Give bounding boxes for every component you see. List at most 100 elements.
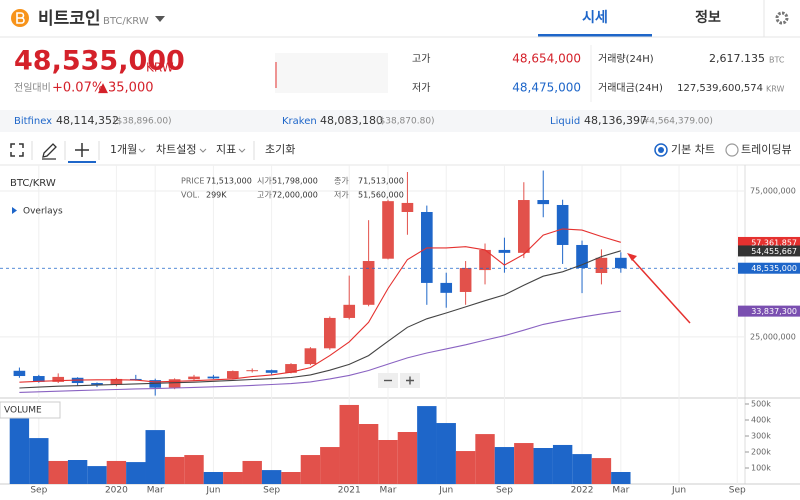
toolbar-item[interactable]: 초기화	[265, 143, 295, 156]
legend-label: 시가	[257, 177, 272, 186]
volume-bar	[591, 458, 612, 484]
exchange-price: 48,136,397	[584, 114, 647, 127]
x-tick-label: Mar	[147, 486, 164, 496]
exchange-name: Liquid	[550, 116, 580, 127]
volume-bar	[87, 466, 107, 484]
exchange-foreign: ($38,870.80)	[376, 117, 435, 127]
volume-bar	[455, 451, 476, 484]
overlays-arrow[interactable]	[12, 207, 17, 214]
ma-line	[19, 250, 621, 389]
last-price: 48,535,000	[14, 46, 185, 77]
x-tick-label: Jun	[671, 486, 686, 496]
legend-value: 51,560,000	[358, 191, 404, 200]
price-tag-label: 54,455,667	[751, 247, 797, 256]
exchange-price: 48,114,352	[56, 114, 119, 127]
candle-body	[246, 370, 259, 372]
coin-name: 비트코인	[38, 9, 101, 29]
coin-pair: BTC/KRW	[103, 16, 149, 27]
stat-value: 2,617.135	[709, 52, 765, 65]
volume-title-box	[0, 401, 61, 419]
candle-body	[129, 378, 142, 380]
volume-bar	[164, 456, 185, 484]
candle-body	[362, 261, 375, 305]
radio[interactable]	[725, 143, 739, 157]
change-abs: ▲35,000	[98, 81, 154, 96]
volume-bar	[9, 408, 30, 484]
price-tag-label: 57,361,857	[751, 238, 797, 247]
exchange-bar	[0, 110, 800, 132]
candle-body	[149, 380, 162, 388]
mode-label[interactable]: 트레이딩뷰	[741, 143, 792, 156]
fullscreen-icon[interactable]	[10, 143, 24, 157]
zoom-in-icon	[406, 376, 414, 385]
toolbar-item[interactable]: 1개월	[110, 143, 137, 156]
legend-label: VOL.	[181, 191, 200, 200]
candle-body	[595, 257, 608, 273]
radio[interactable]	[654, 143, 668, 157]
candle-body	[226, 371, 239, 379]
price-tag-label: 48,535,000	[751, 264, 797, 273]
dropdown-arrow[interactable]	[155, 16, 165, 22]
candle-body	[13, 370, 26, 377]
tab[interactable]: 정보	[695, 9, 721, 26]
volume-bar	[339, 404, 359, 484]
volume-bar	[203, 472, 224, 484]
volume-bar	[261, 470, 282, 484]
radio-dot	[658, 147, 664, 153]
stat-label: 거래대금(24H)	[598, 82, 663, 94]
active-tool	[68, 161, 96, 163]
exchange-name: Kraken	[282, 116, 317, 127]
stat-unit: KRW	[766, 85, 784, 94]
volume-bar	[358, 424, 379, 484]
x-tick-label: 2022	[571, 486, 594, 496]
legend-value: 51,798,000	[272, 177, 318, 186]
candle-body	[537, 200, 550, 205]
exchange-price: 48,083,180	[320, 114, 383, 127]
candle-body	[401, 202, 414, 212]
settings-icon[interactable]	[775, 11, 789, 25]
volume-bar	[494, 447, 515, 484]
volume-bar	[572, 454, 592, 484]
candle-body	[382, 201, 394, 259]
candle-body	[304, 348, 317, 365]
price-tag-label: 33,837,300	[751, 307, 797, 316]
crosshair-icon[interactable]	[75, 143, 89, 157]
chevron	[238, 148, 246, 153]
overlay: BTC/KRW Overlays VOLUME	[0, 178, 691, 419]
volume-tick-label: 100k	[751, 464, 771, 473]
candle-body	[440, 282, 453, 293]
mode-label[interactable]: 기본 차트	[671, 143, 715, 156]
draw-icon[interactable]	[42, 143, 57, 160]
legend-value: 71,513,000	[358, 177, 404, 186]
x-tick-label: 2021	[338, 486, 361, 496]
volume-bar	[533, 448, 553, 484]
exchange-foreign: ($38,896.00)	[113, 117, 172, 127]
toolbar-item[interactable]: 지표	[216, 143, 236, 156]
volume-bar	[48, 460, 68, 484]
price-tag	[738, 245, 800, 257]
x-tick-label: Jun	[438, 486, 453, 496]
legend-value: 72,000,000	[272, 191, 318, 200]
toolbar-item[interactable]: 차트설정	[156, 143, 196, 156]
volume-bar	[475, 434, 495, 484]
stat-unit: BTC	[769, 56, 785, 65]
overlays-label[interactable]: Overlays	[23, 207, 63, 217]
volume-bar	[281, 472, 301, 484]
chevron	[199, 148, 207, 153]
volume-bar	[242, 460, 262, 484]
volume-tick-label: 400k	[751, 416, 771, 425]
candle-body	[265, 370, 278, 373]
candle-body	[518, 200, 530, 253]
volume-tick-label: 300k	[751, 432, 771, 441]
x-tick-label: Sep	[729, 486, 746, 496]
mini-chart	[275, 53, 388, 93]
candle-body	[498, 249, 511, 253]
ma-line	[19, 310, 621, 393]
candle-body	[168, 379, 181, 388]
volume-tick-label: 200k	[751, 448, 771, 457]
candle-body	[91, 383, 103, 385]
tab-underline	[538, 34, 652, 37]
tab[interactable]: 시세	[582, 10, 608, 26]
exchange-foreign: (¥4,564,379.00)	[640, 117, 713, 127]
